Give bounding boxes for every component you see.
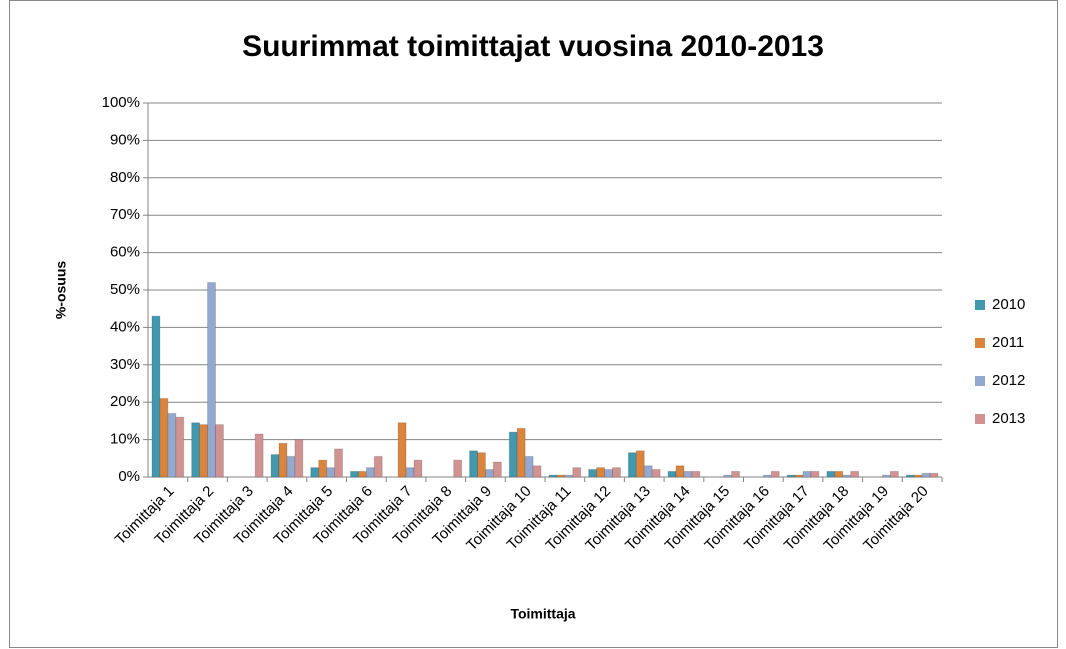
- bar: [675, 465, 685, 478]
- y-tick-label: 70%: [110, 206, 140, 223]
- bar: [270, 454, 280, 478]
- y-tick-label: 90%: [110, 131, 140, 148]
- y-tick-label: 50%: [110, 281, 140, 298]
- bar: [199, 424, 209, 478]
- legend-label: 2012: [992, 372, 1025, 389]
- bar: [683, 470, 693, 478]
- bar: [627, 452, 637, 478]
- bar: [516, 427, 526, 478]
- bar: [731, 470, 741, 478]
- bar: [635, 450, 645, 478]
- bar: [286, 455, 296, 478]
- bar: [572, 467, 582, 478]
- bar: [357, 470, 367, 478]
- bar: [762, 474, 772, 478]
- bar: [310, 467, 320, 478]
- bar: [794, 474, 804, 478]
- bar: [365, 467, 375, 478]
- bar: [175, 416, 185, 478]
- bar: [469, 450, 479, 478]
- y-tick-label: 10%: [110, 431, 140, 448]
- y-tick-label: 0%: [118, 468, 140, 485]
- bar: [191, 422, 201, 478]
- y-tick-label: 100%: [102, 94, 140, 111]
- bar: [881, 474, 891, 478]
- legend-swatch: [975, 300, 985, 310]
- bar: [564, 474, 574, 478]
- bar: [492, 461, 502, 478]
- bar: [373, 455, 383, 478]
- bar: [691, 470, 701, 478]
- legend-label: 2013: [992, 410, 1025, 427]
- bar: [913, 474, 923, 478]
- bar: [326, 467, 336, 478]
- y-tick-label: 60%: [110, 244, 140, 261]
- bar: [349, 470, 359, 478]
- bar: [477, 452, 486, 478]
- bar: [810, 470, 820, 478]
- bar: [508, 431, 518, 478]
- legend-swatch: [975, 414, 985, 424]
- bar: [889, 470, 899, 478]
- x-axis-label: Toimittaja: [510, 606, 575, 622]
- bar: [929, 472, 939, 478]
- y-tick-label: 20%: [110, 393, 140, 410]
- bar: [770, 470, 780, 478]
- chart-border: [9, 0, 1058, 648]
- bar: [723, 474, 733, 478]
- bar: [834, 470, 844, 478]
- bar: [397, 422, 407, 478]
- bar: [524, 455, 534, 478]
- bar: [532, 465, 542, 478]
- bar: [596, 467, 606, 478]
- bar: [294, 439, 304, 478]
- bar: [826, 470, 836, 478]
- bar: [905, 474, 915, 478]
- bar: [786, 474, 796, 478]
- bar: [548, 474, 558, 478]
- bar: [207, 282, 216, 478]
- y-axis-label: %-osuus: [53, 261, 69, 320]
- y-tick-label: 80%: [110, 169, 140, 186]
- bar: [405, 467, 415, 478]
- bar: [842, 474, 852, 478]
- bar: [167, 412, 177, 478]
- bar: [850, 470, 860, 478]
- y-tick-label: 30%: [110, 356, 140, 373]
- bar: [588, 469, 598, 478]
- bar: [604, 469, 613, 478]
- bar: [151, 315, 161, 478]
- bar: [318, 459, 328, 478]
- bar: [484, 469, 494, 478]
- legend-label: 2010: [992, 296, 1025, 313]
- bar: [214, 424, 224, 478]
- legend-swatch: [975, 376, 985, 386]
- bar: [159, 397, 169, 478]
- bar: [651, 469, 661, 478]
- legend-label: 2011: [992, 334, 1024, 351]
- bar: [643, 465, 653, 478]
- bar: [556, 474, 566, 478]
- bar: [921, 472, 931, 478]
- bar: [667, 470, 677, 478]
- bar: [802, 470, 812, 478]
- bar: [413, 459, 423, 478]
- chart-title: Suurimmat toimittajat vuosina 2010-2013: [242, 30, 824, 63]
- bar: [611, 467, 621, 478]
- bar: [254, 433, 264, 478]
- bar: [278, 442, 288, 478]
- legend-swatch: [975, 338, 985, 348]
- bar: [453, 459, 463, 478]
- bar: [334, 448, 344, 478]
- y-tick-label: 40%: [110, 318, 140, 335]
